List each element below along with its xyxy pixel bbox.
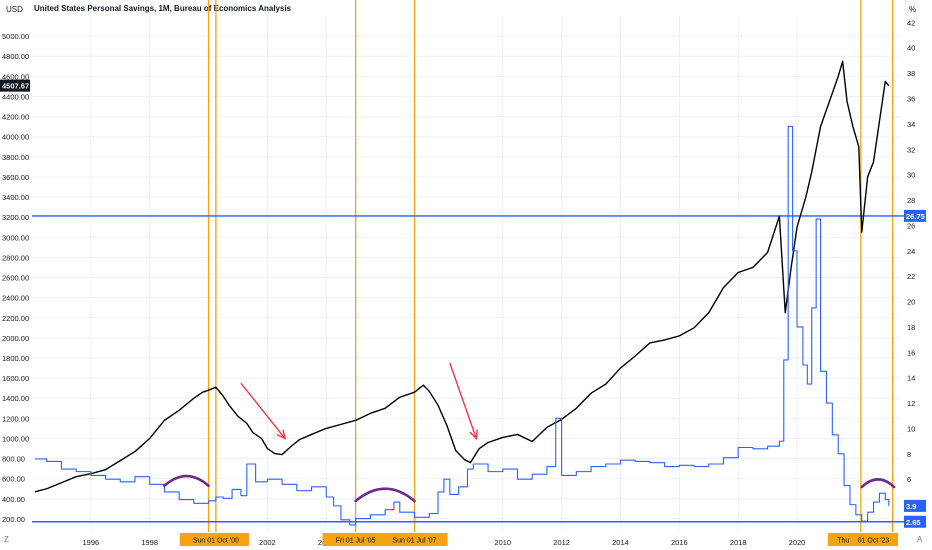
right-tick-label: 16 bbox=[907, 348, 915, 357]
right-tick-label: 8 bbox=[907, 450, 911, 459]
left-tick-label: 3000.00 bbox=[2, 233, 29, 242]
last-value-badge bbox=[0, 79, 30, 92]
left-tick-label: 2600.00 bbox=[2, 274, 29, 283]
x-tick-label: 2010 bbox=[494, 538, 511, 547]
right-tick-label: 40 bbox=[907, 44, 915, 53]
x-tick-label: 2014 bbox=[612, 538, 629, 547]
date-badge bbox=[322, 533, 389, 546]
auto-scale-icon[interactable]: A bbox=[917, 535, 923, 544]
right-tick-label: 12 bbox=[907, 399, 915, 408]
date-badge bbox=[849, 533, 898, 546]
chart-title: United States Personal Savings, 1M, Bure… bbox=[34, 4, 292, 13]
date-badge-label: Fri 01 Jul '05 bbox=[336, 538, 376, 545]
left-tick-label: 2200.00 bbox=[2, 314, 29, 323]
level-badge bbox=[904, 515, 926, 528]
highlight-arc bbox=[860, 478, 896, 489]
x-tick-label: 1998 bbox=[141, 538, 158, 547]
left-tick-label: 3800.00 bbox=[2, 153, 29, 162]
date-badge-label: 01 Oct '23 bbox=[858, 538, 890, 545]
x-tick-label: 2012 bbox=[553, 538, 570, 547]
trend-arrow-head bbox=[276, 429, 287, 440]
left-tick-label: 2400.00 bbox=[2, 294, 29, 303]
left-tick-label: 1600.00 bbox=[2, 374, 29, 383]
x-tick-label: 2020 bbox=[789, 538, 806, 547]
left-tick-label: 1400.00 bbox=[2, 394, 29, 403]
right-tick-label: 32 bbox=[907, 145, 915, 154]
left-tick-label: 4600.00 bbox=[2, 72, 29, 81]
left-tick-label: 2000.00 bbox=[2, 334, 29, 343]
left-tick-label: 3400.00 bbox=[2, 193, 29, 202]
left-tick-label: 600.00 bbox=[2, 475, 25, 484]
x-tick-label: 1996 bbox=[83, 538, 100, 547]
left-tick-label: 2800.00 bbox=[2, 253, 29, 262]
left-tick-label: 400.00 bbox=[2, 495, 25, 504]
left-tick-label: 1800.00 bbox=[2, 354, 29, 363]
right-tick-label: 6 bbox=[907, 475, 911, 484]
right-tick-label: 18 bbox=[907, 323, 915, 332]
left-tick-label: 800.00 bbox=[2, 455, 25, 464]
right-tick-label: 34 bbox=[907, 120, 915, 129]
level-badge-label: 2.65 bbox=[906, 518, 921, 527]
level-badge-label: 26.75 bbox=[906, 212, 925, 221]
trend-arrow-head bbox=[469, 429, 479, 440]
left-tick-label: 4200.00 bbox=[2, 113, 29, 122]
right-tick-label: 28 bbox=[907, 196, 915, 205]
date-badge bbox=[182, 533, 249, 546]
x-tick-label: 2018 bbox=[730, 538, 747, 547]
left-tick-label: 4400.00 bbox=[2, 92, 29, 101]
left-tick-label: 1200.00 bbox=[2, 414, 29, 423]
right-tick-label: 14 bbox=[907, 374, 915, 383]
trend-arrow bbox=[240, 382, 286, 439]
right-tick-label: 36 bbox=[907, 94, 915, 103]
highlight-arc bbox=[354, 487, 416, 503]
savings-rate-line bbox=[34, 125, 890, 526]
zoom-icon[interactable]: Z bbox=[4, 535, 9, 544]
level-badge-label: 3.9 bbox=[906, 502, 916, 511]
x-tick-label: 2016 bbox=[671, 538, 688, 547]
right-tick-label: 30 bbox=[907, 171, 915, 180]
savings-usd-line bbox=[34, 60, 890, 493]
right-tick-label: 10 bbox=[907, 424, 915, 433]
trend-arrow bbox=[449, 362, 477, 439]
right-tick-label: 24 bbox=[907, 247, 915, 256]
date-badge-label: Sun 01 Jul '07 bbox=[392, 538, 436, 545]
right-tick-label: 26 bbox=[907, 221, 915, 230]
date-badge bbox=[381, 533, 448, 546]
right-axis-unit: % bbox=[909, 5, 917, 14]
left-tick-label: 1000.00 bbox=[2, 434, 29, 443]
right-tick-label: 20 bbox=[907, 298, 915, 307]
level-badge bbox=[904, 499, 926, 512]
last-value-label: 4507.67 bbox=[2, 82, 29, 91]
right-tick-label: 22 bbox=[907, 272, 915, 281]
right-tick-label: 38 bbox=[907, 69, 915, 78]
left-tick-label: 4000.00 bbox=[2, 133, 29, 142]
date-badge-label: Sun 01 Oct '00 bbox=[193, 538, 239, 545]
left-tick-label: 5000.00 bbox=[2, 32, 29, 41]
left-tick-label: 3600.00 bbox=[2, 173, 29, 182]
right-tick-label: 42 bbox=[907, 18, 915, 27]
highlight-arc bbox=[163, 474, 210, 488]
left-tick-label: 4800.00 bbox=[2, 52, 29, 61]
left-tick-label: 200.00 bbox=[2, 515, 25, 524]
x-tick-label: 2002 bbox=[259, 538, 276, 547]
left-axis-unit: USD bbox=[6, 5, 23, 14]
left-tick-label: 3200.00 bbox=[2, 213, 29, 222]
level-badge bbox=[904, 209, 926, 222]
